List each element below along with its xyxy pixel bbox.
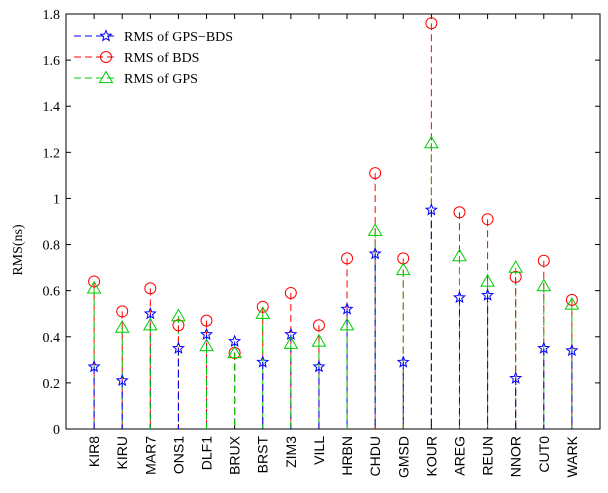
data-point-triangle [536, 278, 552, 292]
axes-frame [65, 13, 601, 430]
x-tick-label: AREG [451, 436, 467, 476]
legend-label: RMS of GPS [124, 72, 198, 87]
data-point-star [452, 290, 466, 304]
data-point-circle [88, 275, 101, 288]
data-point-triangle [255, 306, 271, 319]
data-point-triangle [480, 273, 495, 287]
data-point-triangle [114, 320, 130, 333]
data-point-triangle [227, 345, 243, 359]
data-point-triangle [339, 317, 355, 331]
data-point-star [143, 306, 157, 320]
y-tick-label: 0.2 [43, 377, 61, 392]
data-point-triangle [395, 262, 411, 276]
x-tick-label: GMSD [395, 436, 411, 478]
data-point-triangle [171, 308, 186, 322]
x-tick-label: DLF1 [199, 436, 215, 470]
data-point-star [481, 288, 495, 301]
x-tick-label: BRUX [227, 435, 243, 475]
y-tick-label: 0 [53, 423, 60, 438]
legend-marker-circle [100, 51, 112, 63]
data-point-star [87, 359, 101, 373]
data-point-circle [200, 314, 213, 327]
data-point-circle [256, 300, 269, 313]
data-point-circle [537, 254, 550, 267]
x-tick-label: KIR8 [86, 436, 102, 467]
x-tick-label: KOUR [423, 436, 439, 476]
y-tick-label: 1 [53, 192, 60, 207]
data-point-star [256, 355, 270, 368]
data-point-circle [312, 319, 325, 332]
data-point-triangle [452, 248, 467, 262]
data-point-triangle [508, 260, 524, 273]
y-axis-label: RMS(ns) [11, 224, 26, 276]
x-tick-label: ZIM3 [283, 436, 299, 468]
data-point-star [509, 371, 523, 384]
plot-area: 0 0.2 0.4 0.6 0.8 1 1.2 1.4 1.6 1.8 KIR8 KIRU MAR7 ON… [43, 8, 601, 478]
x-tick-label: CHDU [367, 436, 383, 476]
data-point-star [200, 327, 214, 341]
data-point-circle [425, 17, 438, 30]
data-point-circle [453, 206, 466, 219]
data-point-star [565, 343, 579, 357]
x-tick-label: WARK [564, 435, 580, 477]
data-point-star [340, 302, 354, 315]
data-point-triangle [423, 135, 439, 149]
x-tick-label: KIRU [114, 436, 130, 469]
x-tick-label: HRBN [339, 436, 355, 476]
data-point-circle [284, 286, 297, 299]
data-point-triangle [367, 223, 383, 236]
data-point-circle [369, 167, 382, 180]
data-point-circle [341, 252, 354, 265]
data-point-triangle [142, 317, 158, 331]
data-point-triangle [86, 280, 102, 294]
data-point-star [171, 341, 185, 354]
x-tick-label: BRST [255, 436, 271, 474]
data-point-star [312, 359, 326, 373]
data-point-star [368, 246, 382, 260]
data-point-star [537, 341, 551, 354]
y-tick-label: 1.2 [43, 146, 61, 161]
x-tick-label: MAR7 [142, 436, 158, 475]
data-point-circle [172, 319, 185, 332]
y-tick-label: 1.4 [43, 100, 61, 115]
data-point-triangle [199, 338, 214, 352]
x-tick-label: VILL [311, 436, 327, 465]
x-tick-label: NNOR [508, 436, 524, 477]
data-point-circle [481, 213, 494, 226]
data-point-star [424, 203, 438, 216]
data-point-triangle [311, 333, 327, 347]
data-point-circle [509, 270, 522, 283]
data-point-circle [116, 305, 129, 318]
data-point-star [115, 373, 129, 387]
x-tick-label: CUT0 [536, 436, 552, 473]
data-point-triangle [283, 336, 299, 349]
data-point-star [228, 334, 242, 347]
data-point-circle [228, 346, 241, 359]
y-tick-label: 0.6 [43, 285, 61, 300]
legend-label: RMS of GPS−BDS [124, 30, 233, 45]
x-tick-label: REUN [480, 436, 496, 476]
y-tick-label: 0.4 [43, 331, 61, 346]
legend-marker-star [99, 29, 113, 42]
data-point-star [396, 355, 410, 368]
x-tick-label: ONS1 [170, 436, 186, 474]
data-point-circle [565, 293, 578, 306]
legend-marker-triangle [98, 70, 114, 84]
legend-label: RMS of BDS [124, 51, 199, 66]
y-tick-label: 0.8 [43, 239, 61, 254]
data-point-circle [144, 282, 157, 295]
y-tick-label: 1.6 [43, 54, 61, 69]
y-tick-label: 1.8 [43, 8, 61, 23]
data-point-triangle [564, 297, 580, 310]
